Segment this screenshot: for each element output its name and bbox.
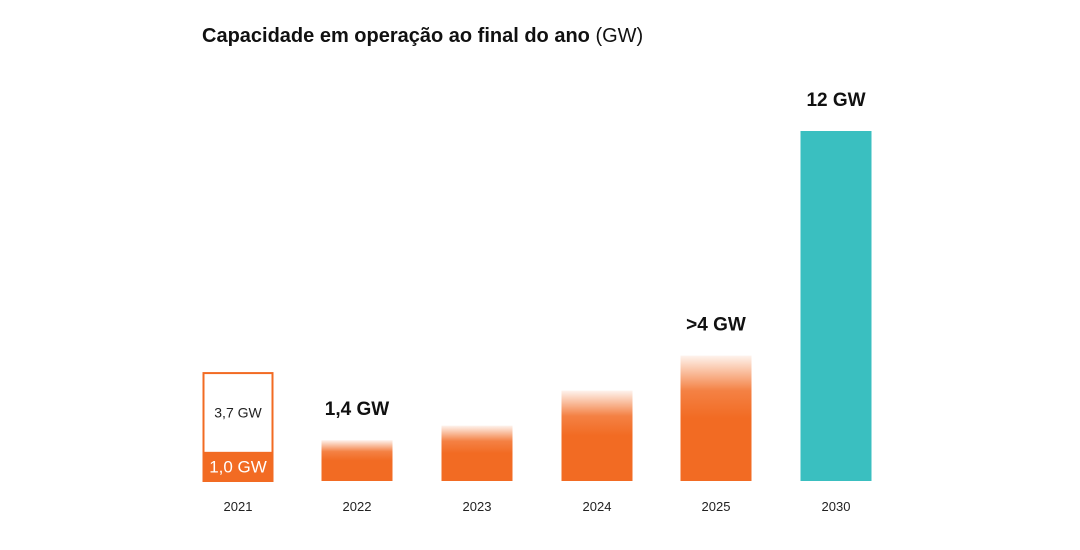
year-label-2023: 2023 <box>463 499 492 514</box>
bar-2024 <box>561 390 633 481</box>
labels-layer: 3,7 GW 1,0 GW 2021 1,4 GW 2022 2023 2024 >4 GW 2… <box>209 90 865 514</box>
year-label-2022: 2022 <box>343 499 372 514</box>
year-label-2024: 2024 <box>583 499 612 514</box>
bar-2021 <box>202 451 274 481</box>
value-label-2022: 1,4 GW <box>325 399 389 420</box>
bar-2023 <box>441 425 513 481</box>
year-label-2025: 2025 <box>702 499 731 514</box>
chart-title-main: Capacidade em operação ao final do ano <box>202 25 590 47</box>
chart-title-unit: (GW) <box>595 25 644 47</box>
bar-2025 <box>680 355 752 481</box>
bar-2030 <box>800 131 872 481</box>
year-label-2030: 2030 <box>822 499 851 514</box>
chart-title: Capacidade em operação ao final do ano (… <box>202 22 643 50</box>
value-label-2021: 1,0 GW <box>209 457 267 476</box>
bar-2021-outline-label: 3,7 GW <box>214 404 262 420</box>
value-label-2030: 12 GW <box>806 90 865 111</box>
bar-2022 <box>321 440 393 481</box>
bars-layer <box>202 131 872 483</box>
year-label-2021: 2021 <box>224 499 253 514</box>
value-label-2025: >4 GW <box>686 315 746 336</box>
